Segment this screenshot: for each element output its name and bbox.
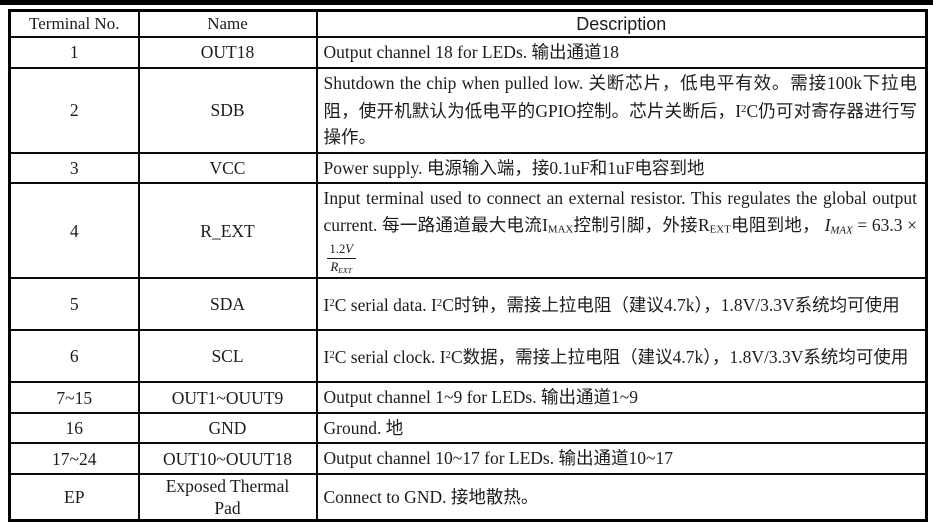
cell-terminal-no: 16 xyxy=(8,411,140,445)
cell-terminal-no: 7~15 xyxy=(8,381,140,414)
cell-terminal-description: Power supply. 电源输入端，接0.1uF和1uF电容到地 xyxy=(315,151,928,185)
cell-terminal-name: GND xyxy=(137,411,318,445)
header-terminal-no: Terminal No. xyxy=(8,9,140,38)
fraction-numerator: 1.2V xyxy=(326,242,356,259)
table-row: 3 VCC Power supply. 电源输入端，接0.1uF和1uF电容到地 xyxy=(8,151,928,185)
fraction-denominator: REXT xyxy=(330,259,353,275)
terminal-description-table: Terminal No. Name Description 1 OUT18 Outp… xyxy=(8,9,928,522)
header-row: Terminal No. Name Description xyxy=(8,9,928,38)
cell-terminal-name: OUT18 xyxy=(137,36,318,69)
cell-terminal-name: R_EXT xyxy=(137,182,318,280)
header-name: Name xyxy=(137,9,318,38)
cell-terminal-description: Output channel 10~17 for LEDs. 输出通道10~17 xyxy=(315,442,928,475)
header-description: Description xyxy=(315,9,928,38)
cell-terminal-name: Exposed Thermal Pad xyxy=(137,472,318,522)
table-row: 17~24 OUT10~OUUT18 Output channel 10~17 fo… xyxy=(8,442,928,475)
cell-terminal-no: 5 xyxy=(8,277,140,332)
cell-terminal-no: 1 xyxy=(8,36,140,69)
cell-terminal-no: EP xyxy=(8,472,140,522)
formula-fraction: 1.2V REXT xyxy=(326,242,356,275)
table-row: 16 GND Ground. 地 xyxy=(8,411,928,445)
cell-terminal-no: 2 xyxy=(8,66,140,154)
table-row: 5 SDA I2C serial data. I2C时钟，需接上拉电阻（建议4.7k… xyxy=(8,277,928,332)
cell-terminal-name: SCL xyxy=(137,329,318,384)
cell-terminal-no: 17~24 xyxy=(8,442,140,475)
cell-terminal-no: 6 xyxy=(8,329,140,384)
cell-terminal-description: Shutdown the chip when pulled low. 关断芯片，… xyxy=(315,66,928,154)
table-header: Terminal No. Name Description xyxy=(8,9,928,38)
cell-terminal-description: Input terminal used to connect an extern… xyxy=(315,182,928,280)
cell-terminal-no: 3 xyxy=(8,151,140,185)
cell-terminal-description: I2C serial data. I2C时钟，需接上拉电阻（建议4.7k），1.… xyxy=(315,277,928,332)
table-row: 1 OUT18 Output channel 18 for LEDs. 输出通道18 xyxy=(8,36,928,69)
table-row: 4 R_EXT Input terminal used to connect an … xyxy=(8,182,928,280)
table-row: 6 SCL I2C serial clock. I2C数据，需接上拉电阻（建议4.7… xyxy=(8,329,928,384)
cell-terminal-description: Output channel 18 for LEDs. 输出通道18 xyxy=(315,36,928,69)
table-row: 2 SDB Shutdown the chip when pulled low. 关… xyxy=(8,66,928,154)
cell-terminal-description: I2C serial clock. I2C数据，需接上拉电阻（建议4.7k），1… xyxy=(315,329,928,384)
cell-terminal-name: OUT10~OUUT18 xyxy=(137,442,318,475)
cell-terminal-name: SDA xyxy=(137,277,318,332)
cell-terminal-name: VCC xyxy=(137,151,318,185)
table-row: EP Exposed Thermal Pad Connect to GND. 接地散… xyxy=(8,472,928,522)
top-crop-bar xyxy=(0,0,933,5)
cell-terminal-description: Ground. 地 xyxy=(315,411,928,445)
cell-terminal-description: Output channel 1~9 for LEDs. 输出通道1~9 xyxy=(315,381,928,414)
table-row: 7~15 OUT1~OUUT9 Output channel 1~9 for LED… xyxy=(8,381,928,414)
cell-terminal-no: 4 xyxy=(8,182,140,280)
cell-terminal-name: SDB xyxy=(137,66,318,154)
cell-terminal-name: OUT1~OUUT9 xyxy=(137,381,318,414)
cell-terminal-description: Connect to GND. 接地散热。 xyxy=(315,472,928,522)
table-body: 1 OUT18 Output channel 18 for LEDs. 输出通道18… xyxy=(8,36,928,522)
